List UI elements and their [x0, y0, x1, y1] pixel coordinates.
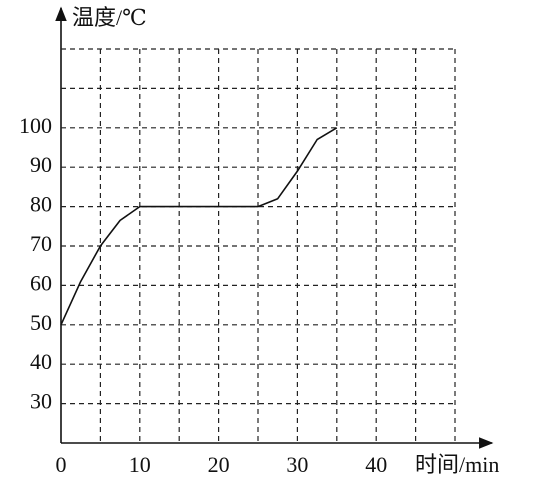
- y-tick-label: 80: [30, 192, 52, 217]
- x-tick-label: 10: [129, 452, 151, 477]
- y-tick-label: 90: [30, 152, 52, 177]
- y-tick-label: 50: [30, 310, 52, 335]
- x-tick-label: 0: [56, 452, 67, 477]
- y-axis-label: 温度/℃: [72, 5, 147, 30]
- y-tick-label: 40: [30, 349, 52, 374]
- x-axis-label: 时间/min: [415, 452, 499, 477]
- x-tick-label: 20: [208, 452, 230, 477]
- y-tick-label: 60: [30, 270, 52, 295]
- y-tick-label: 70: [30, 231, 52, 256]
- y-tick-label: 100: [19, 113, 52, 138]
- x-tick-label: 30: [286, 452, 308, 477]
- y-tick-label: 30: [30, 389, 52, 414]
- x-tick-label: 40: [365, 452, 387, 477]
- data-line: [60, 127, 338, 326]
